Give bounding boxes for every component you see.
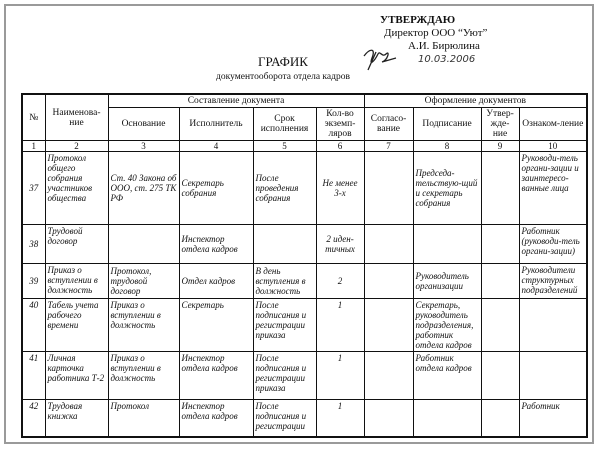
cell-executor: Секретарь собрания [178,151,254,225]
cell-basis: Протокол [107,399,180,437]
cell-copies: 1 [315,351,365,400]
cell-name: Личная карточка работника Т-2 [44,351,109,400]
cell-familiarization: Работник [518,399,588,437]
header-name: Наименова-ние [44,93,109,141]
cell-basis: Приказ о вступлении в должность [107,298,180,352]
table-row: 42 Трудовая книжка Протокол Инспектор отдел… [21,399,588,437]
cell-signing: Председа-тельствую-щий и секретарь собра… [412,151,482,225]
cell-agreement [363,151,414,225]
group-header-drafting: Составление документа [107,93,365,108]
cell-name: Трудовая книжка [44,399,109,437]
header-executor: Исполнитель [178,107,254,141]
cell-deadline: После подписания и регистрации приказа [252,298,317,352]
cell-copies: 2 [315,263,365,299]
cell-name: Приказ о вступлении в должность [44,263,109,299]
cell-signing: Секретарь, руководитель подразделения, р… [412,298,482,352]
header-number: № [21,93,46,141]
cell-number: 40 [21,298,46,352]
cell-signing: Работник отдела кадров [412,351,482,400]
cell-approval [480,263,520,299]
column-number: 5 [252,140,317,152]
page-subtitle: документооборота отдела кадров [216,72,350,82]
cell-copies: 1 [315,298,365,352]
cell-familiarization [518,351,588,400]
cell-familiarization [518,298,588,352]
column-number: 8 [412,140,482,152]
cell-signing [412,224,482,264]
cell-agreement [363,351,414,400]
cell-executor: Инспектор отдела кадров [178,224,254,264]
header-deadline: Срок исполнения [252,107,317,141]
page-title: ГРАФИК [258,54,308,69]
cell-agreement [363,399,414,437]
column-number: 9 [480,140,520,152]
cell-number: 38 [21,224,46,264]
document-frame [4,4,594,444]
header-basis: Основание [107,107,180,141]
cell-deadline: После проведения собрания [252,151,317,225]
cell-basis [107,224,180,264]
column-number: 1 [21,140,46,152]
column-number: 4 [178,140,254,152]
approval-position: Директор ООО “Уют” [384,27,488,39]
cell-number: 42 [21,399,46,437]
signature [363,49,397,71]
cell-executor: Инспектор отдела кадров [178,399,254,437]
approval-date: 10.03.2006 [418,54,476,65]
cell-signing: Руководитель организации [412,263,482,299]
column-number: 2 [44,140,109,152]
cell-copies: 2 иден-тичных [315,224,365,264]
cell-deadline: После подписания и регистрации приказа [252,351,317,400]
cell-agreement [363,224,414,264]
cell-basis: Приказ о вступлении в должность [107,351,180,400]
cell-number: 41 [21,351,46,400]
cell-deadline [252,224,317,264]
approval-block: УТВЕРЖДАЮ Директор ООО “Уют” А.И. Бирюли… [380,14,487,66]
cell-number: 39 [21,263,46,299]
cell-familiarization: Руководи-тель органи-зации и заинтересо-… [518,151,588,225]
cell-deadline: После подписания и регистрации [252,399,317,437]
group-header-processing: Оформление документов [363,93,588,108]
cell-name: Табель учета рабочего времени [44,298,109,352]
cell-executor: Отдел кадров [178,263,254,299]
cell-copies: 1 [315,399,365,437]
cell-executor: Секретарь [178,298,254,352]
cell-agreement [363,298,414,352]
column-number: 10 [518,140,588,152]
cell-number: 37 [21,151,46,225]
column-number: 3 [107,140,180,152]
header-signing: Подписание [412,107,482,141]
cell-approval [480,399,520,437]
cell-approval [480,224,520,264]
approval-heading: УТВЕРЖДАЮ [380,14,456,26]
table-row: 38 Трудовой договор Инспектор отдела кадро… [21,224,588,264]
header-copies: Кол-во экземп-ляров [315,107,365,141]
schedule-table: № Наименова-ние Составление документа Оф… [21,93,589,438]
table-row: 39 Приказ о вступлении в должность Протоко… [21,263,588,299]
cell-basis: Ст. 40 Закона об ООО, ст. 275 ТК РФ [107,151,180,225]
header-approval: Утвер-жде-ние [480,107,520,141]
cell-copies: Не менее 3-х [315,151,365,225]
cell-approval [480,351,520,400]
cell-executor: Инспектор отдела кадров [178,351,254,400]
column-number: 6 [315,140,365,152]
cell-familiarization: Руководители структурных подразделений [518,263,588,299]
cell-deadline: В день вступления в должность [252,263,317,299]
cell-approval [480,151,520,225]
header-agreement: Согласо-вание [363,107,414,141]
cell-name: Протокол общего собрания участников обще… [44,151,109,225]
table-row: 37 Протокол общего собрания участников об… [21,151,588,225]
cell-signing [412,399,482,437]
cell-approval [480,298,520,352]
approval-name: А.И. Бирюлина [408,40,480,52]
column-number: 7 [363,140,414,152]
cell-basis: Протокол, трудовой договор [107,263,180,299]
column-numbers-row: 1 2 3 4 5 6 7 8 9 10 [21,140,588,152]
cell-agreement [363,263,414,299]
header-familiarization: Ознаком-ление [518,107,588,141]
table-row: 41 Личная карточка работника Т-2 Приказ о … [21,351,588,400]
table-row: 40 Табель учета рабочего времени Приказ о … [21,298,588,352]
cell-familiarization: Работник (руководи-тель органи-зации) [518,224,588,264]
cell-name: Трудовой договор [44,224,109,264]
